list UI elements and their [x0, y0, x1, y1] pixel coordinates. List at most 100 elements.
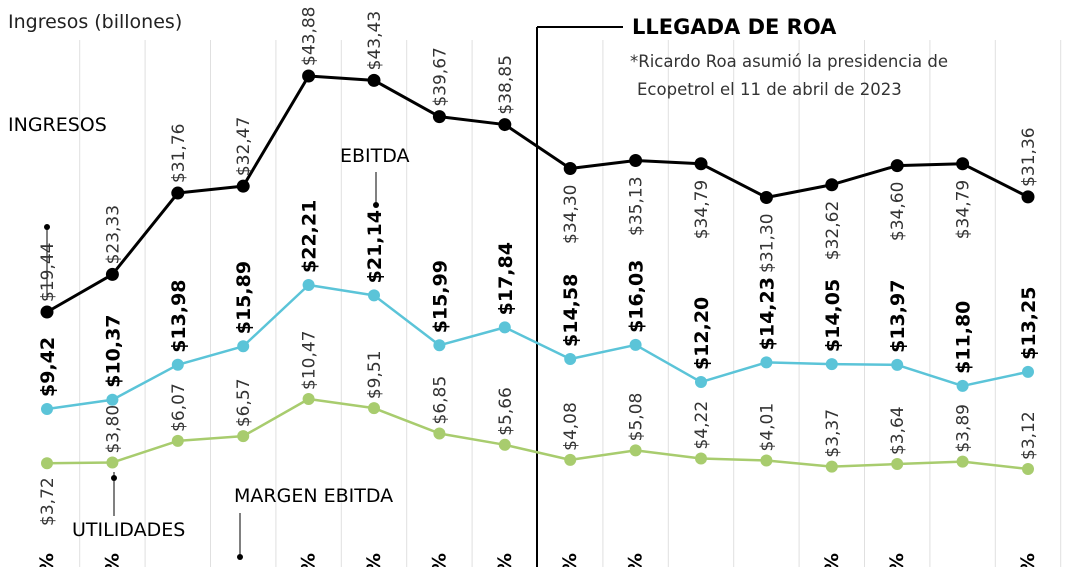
value-label-utilidades: $6,07: [169, 383, 189, 432]
value-label-ingresos: $34,30: [561, 185, 581, 244]
point-ebitda: [629, 338, 642, 351]
point-utilidades: [1022, 463, 1034, 475]
value-label-ingresos: $31,76: [169, 124, 189, 183]
value-label-ebitda: $13,98: [168, 279, 190, 352]
margin-label: %: [101, 553, 123, 567]
value-label-utilidades: $5,08: [627, 393, 647, 442]
margin-label: %: [298, 553, 320, 567]
point-utilidades: [760, 454, 773, 467]
value-label-ingresos: $43,88: [300, 7, 320, 66]
margin-label: %: [363, 553, 385, 567]
value-label-ebitda: $16,03: [626, 260, 648, 333]
point-utilidades: [433, 427, 446, 440]
utilidades-legend-label: UTILIDADES: [72, 519, 185, 541]
value-label-ebitda: $13,25: [1018, 287, 1040, 360]
value-label-ebitda: $14,58: [560, 274, 582, 347]
point-ingresos: [890, 159, 904, 173]
point-ingresos: [302, 69, 316, 83]
point-ebitda: [433, 339, 446, 352]
value-label-ingresos: $32,62: [823, 201, 843, 260]
value-label-ingresos: $34,79: [954, 180, 974, 239]
value-label-ingresos: $34,79: [692, 180, 712, 239]
ingresos-legend-label: INGRESOS: [8, 114, 107, 136]
point-ingresos: [432, 110, 446, 124]
value-label-ingresos: $34,60: [888, 182, 908, 241]
series-line-ebitda: [46, 283, 1029, 411]
point-ingresos: [563, 162, 577, 176]
point-ingresos: [1021, 190, 1035, 204]
point-utilidades: [956, 455, 969, 468]
point-utilidades: [302, 393, 315, 405]
margin-label: %: [428, 553, 450, 567]
point-ebitda: [1022, 365, 1034, 378]
point-ebitda: [106, 393, 119, 406]
value-label-utilidades: $6,85: [430, 376, 450, 425]
value-label-utilidades: $9,51: [365, 350, 385, 399]
point-ebitda: [891, 358, 904, 371]
value-label-ebitda: $13,97: [887, 280, 909, 353]
value-label-ingresos: $35,13: [627, 176, 647, 235]
margin-label: %: [494, 553, 516, 567]
value-label-utilidades: $4,22: [692, 401, 712, 450]
margin-label: %: [625, 553, 647, 567]
value-labels: $19,44 $23,33 $31,76 $32,47 $43,88 $43,43 $39,…: [36, 7, 1040, 567]
point-ebitda: [368, 289, 380, 302]
value-label-utilidades: $3,89: [954, 404, 974, 453]
gridlines: [79, 40, 1062, 567]
point-utilidades: [891, 458, 904, 471]
point-utilidades: [106, 456, 119, 469]
value-label-ingresos: $32,47: [234, 117, 254, 176]
point-ebitda: [695, 376, 707, 389]
point-ebitda: [498, 321, 511, 334]
margin-label: %: [36, 553, 58, 567]
roa-annotation: LLEGADA DE ROA *Ricardo Roa asumió la pr…: [536, 15, 948, 567]
value-label-utilidades: $10,47: [300, 331, 320, 390]
annotation-title: LLEGADA DE ROA: [632, 15, 837, 39]
point-utilidades: [825, 460, 838, 473]
series-callouts: INGRESOS EBITDA UTILIDADES MARGEN EBITDA: [8, 114, 410, 560]
point-utilidades: [368, 402, 380, 415]
annotation-text-1: *Ricardo Roa asumió la presidencia de: [630, 52, 948, 71]
margin-label: %: [821, 553, 843, 567]
value-label-ebitda: $11,80: [953, 301, 975, 374]
value-label-utilidades: $3,80: [103, 405, 123, 454]
value-label-ebitda: $15,99: [429, 260, 451, 333]
value-label-ebitda: $12,20: [691, 297, 713, 370]
point-ebitda: [956, 379, 969, 392]
value-label-utilidades: $3,12: [1019, 411, 1039, 460]
point-ingresos: [367, 73, 381, 87]
point-ebitda: [760, 356, 773, 369]
margen-legend-label: MARGEN EBITDA: [234, 485, 393, 507]
point-utilidades: [171, 434, 184, 447]
annotation-text-2: Ecopetrol el 11 de abril de 2023: [637, 80, 902, 99]
point-ebitda: [171, 358, 184, 371]
value-label-ebitda: $22,21: [299, 200, 321, 273]
value-label-ingresos: $31,30: [757, 213, 777, 272]
value-label-utilidades: $3,37: [823, 409, 843, 458]
point-utilidades: [237, 430, 250, 443]
value-label-ebitda: $14,05: [822, 279, 844, 352]
point-ingresos: [498, 118, 512, 132]
margin-label: %: [886, 553, 908, 567]
series-line-ingresos: [46, 74, 1029, 314]
point-ingresos: [825, 178, 839, 192]
value-label-ingresos: $31,36: [1019, 127, 1039, 186]
value-label-ingresos: $23,33: [103, 205, 123, 264]
point-utilidades: [498, 438, 511, 451]
value-label-ebitda: $14,23: [756, 277, 778, 350]
value-label-ebitda: $9,42: [37, 337, 59, 397]
series-layer: [40, 69, 1035, 475]
value-label-ingresos: $39,67: [430, 47, 450, 106]
margin-label: %: [559, 553, 581, 567]
value-label-utilidades: $4,08: [561, 402, 581, 451]
point-ingresos: [40, 305, 54, 319]
ebitda-legend-label: EBITDA: [340, 145, 410, 167]
point-utilidades: [695, 452, 707, 465]
margen-pointer-dot: [237, 554, 243, 560]
value-label-utilidades: $6,57: [234, 378, 254, 427]
point-ebitda: [564, 352, 577, 365]
series-line-utilidades: [46, 397, 1029, 471]
value-label-ingresos: $19,44: [38, 243, 58, 302]
point-utilidades: [41, 457, 53, 470]
